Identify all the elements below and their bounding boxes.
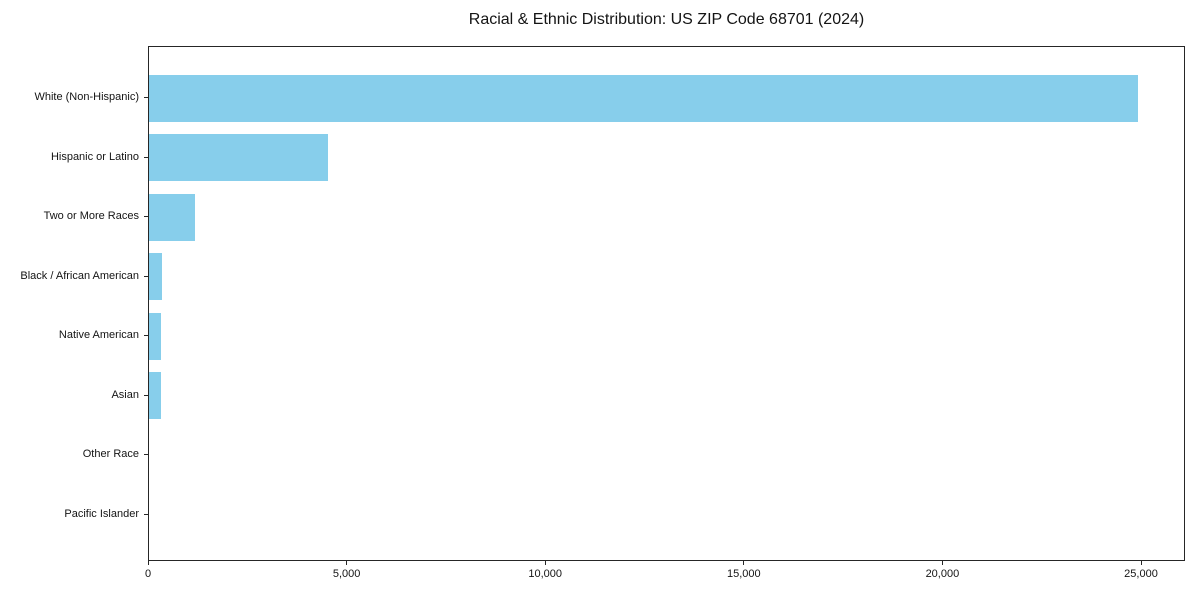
x-tick-mark bbox=[1140, 561, 1142, 565]
bar-native-american bbox=[149, 312, 161, 360]
x-tick-mark bbox=[544, 561, 546, 565]
y-tick-label-native-american: Native American bbox=[58, 329, 139, 341]
y-tick-mark bbox=[144, 454, 148, 455]
bar-two-or-more-races bbox=[149, 193, 195, 241]
y-tick-label-black-african-american: Black / African American bbox=[20, 269, 139, 282]
y-tick-label-white-non-hispanic: White (Non-Hispanic) bbox=[34, 91, 139, 103]
x-tick-mark bbox=[346, 561, 348, 565]
x-tick-label-0: 0 bbox=[144, 568, 152, 580]
y-tick-mark bbox=[144, 216, 148, 217]
x-tick-mark bbox=[147, 561, 149, 565]
y-tick-label-pacific-islander: Pacific Islander bbox=[64, 507, 139, 520]
y-tick-label-hispanic-or-latino: Hispanic or Latino bbox=[50, 150, 139, 163]
y-tick-mark bbox=[144, 97, 148, 98]
y-tick-label-asian: Asian bbox=[111, 388, 139, 401]
bar-hispanic-or-latino bbox=[149, 134, 328, 181]
y-tick-mark bbox=[144, 335, 148, 336]
chart-title: Racial & Ethnic Distribution: US ZIP Cod… bbox=[468, 11, 865, 28]
x-tick-mark bbox=[743, 561, 745, 565]
y-tick-label-other-race: Other Race bbox=[82, 448, 139, 460]
x-tick-label-15-000: 15,000 bbox=[726, 568, 761, 580]
x-tick-mark bbox=[941, 561, 943, 565]
plot-area bbox=[148, 46, 1185, 561]
x-tick-label-20-000: 20,000 bbox=[925, 568, 960, 580]
bar-asian bbox=[149, 372, 161, 419]
y-tick-mark bbox=[144, 394, 148, 396]
bar-black-african-american bbox=[149, 253, 162, 300]
y-tick-label-two-or-more-races: Two or More Races bbox=[43, 210, 139, 222]
y-tick-mark bbox=[144, 513, 148, 515]
bar-white-non-hispanic bbox=[149, 74, 1138, 122]
y-tick-mark bbox=[144, 156, 148, 158]
x-tick-label-5-000: 5,000 bbox=[332, 568, 361, 580]
x-tick-label-10-000: 10,000 bbox=[528, 568, 563, 580]
y-tick-mark bbox=[144, 275, 148, 277]
x-tick-label-25-000: 25,000 bbox=[1124, 568, 1158, 580]
